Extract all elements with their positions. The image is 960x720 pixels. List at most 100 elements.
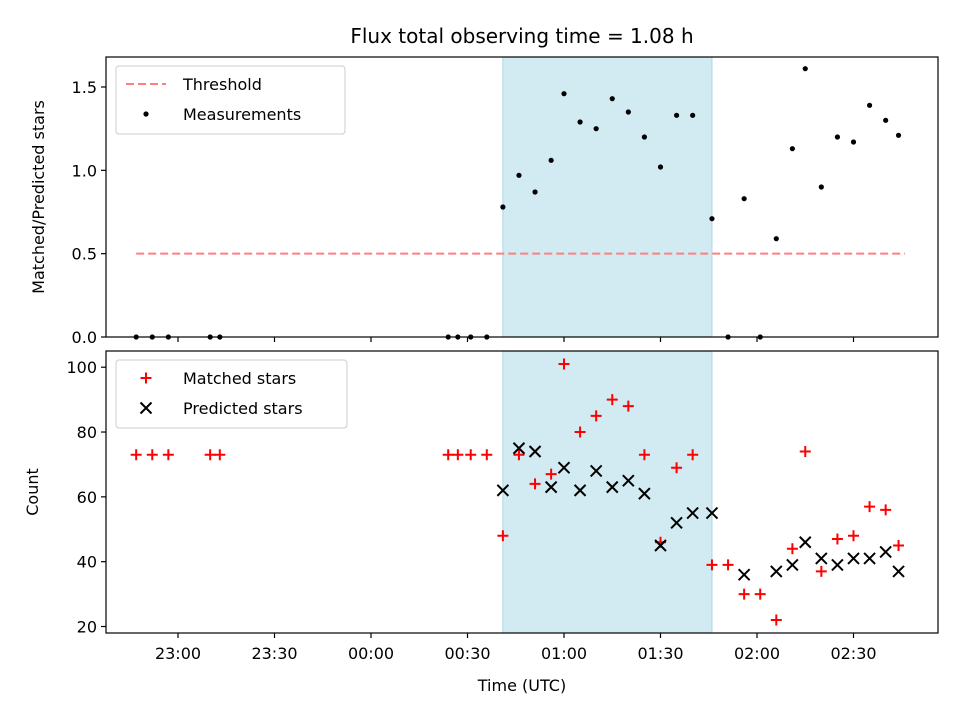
matched-star-point xyxy=(481,449,493,461)
predicted-star-point xyxy=(831,558,844,572)
matched-star-point xyxy=(622,400,634,412)
y-tick-label: 40 xyxy=(77,553,97,572)
measurement-point xyxy=(789,146,795,152)
matched-star-point xyxy=(497,530,509,542)
matched-star-point xyxy=(770,614,782,626)
matched-star-point xyxy=(590,410,602,422)
y-axis-label: Matched/Predicted stars xyxy=(29,100,48,294)
predicted-star-point xyxy=(573,484,587,497)
matched-star-point xyxy=(574,426,586,438)
matched-star-point xyxy=(706,559,718,571)
predicted-star-point xyxy=(686,506,699,520)
legend-matched-swatch xyxy=(140,372,152,384)
matched-star-point xyxy=(799,445,811,457)
x-tick-label: 01:30 xyxy=(637,644,683,663)
predicted-star-point xyxy=(654,539,667,552)
measurement-point xyxy=(577,119,583,125)
predicted-star-point xyxy=(786,558,799,572)
legend-label: Matched stars xyxy=(183,369,296,388)
measurement-point xyxy=(818,184,824,190)
measurement-point xyxy=(532,189,538,195)
y-tick-label: 60 xyxy=(77,488,97,507)
matched-star-point xyxy=(738,588,750,600)
matched-star-point xyxy=(754,588,766,600)
measurement-point xyxy=(561,91,567,97)
matched-star-point xyxy=(722,559,734,571)
matched-star-point xyxy=(529,478,541,490)
y-tick-label: 100 xyxy=(66,358,97,377)
matched-star-point xyxy=(864,501,876,513)
predicted-star-point xyxy=(705,506,719,520)
y-tick-label: 1.0 xyxy=(72,161,97,180)
matched-star-point xyxy=(687,449,699,461)
x-tick-label: 02:30 xyxy=(830,644,876,663)
matched-star-point xyxy=(671,462,683,474)
matched-star-point xyxy=(558,358,570,370)
x-tick-label: 01:00 xyxy=(541,644,587,663)
measurement-point xyxy=(609,96,615,102)
matched-star-point xyxy=(146,449,158,461)
predicted-star-point xyxy=(544,480,558,494)
predicted-star-point xyxy=(770,565,783,578)
measurement-point xyxy=(850,139,857,145)
legend xyxy=(115,359,348,429)
predicted-star-point xyxy=(815,552,828,565)
predicted-star-point xyxy=(863,552,876,565)
matched-star-point xyxy=(130,449,142,461)
predicted-star-point xyxy=(638,487,651,500)
predicted-star-point xyxy=(528,445,542,458)
matched-star-point xyxy=(452,449,464,461)
predicted-star-point xyxy=(606,480,619,494)
matched-star-point xyxy=(513,449,525,461)
legend xyxy=(115,65,346,135)
measurement-point xyxy=(657,164,664,170)
predicted-star-point xyxy=(622,474,635,487)
matched-star-point xyxy=(848,530,859,542)
matched-star-point xyxy=(545,468,557,480)
measurement-point xyxy=(548,157,554,163)
axes-frame xyxy=(105,56,939,338)
y-tick-label: 20 xyxy=(77,618,97,637)
matched-star-point xyxy=(465,449,477,461)
matched-star-point xyxy=(214,449,226,461)
measurement-point xyxy=(593,126,599,132)
measurement-point xyxy=(500,204,506,210)
y-axis-label: Count xyxy=(23,468,42,516)
legend-predicted-swatch xyxy=(139,401,153,415)
y-tick-label: 80 xyxy=(77,423,97,442)
predicted-star-point xyxy=(879,545,892,559)
matched-star-point xyxy=(815,565,827,577)
measurement-point xyxy=(673,112,680,118)
matched-star-point xyxy=(880,504,892,516)
x-tick-label: 23:30 xyxy=(251,644,297,663)
matched-star-point xyxy=(786,543,798,555)
measurement-point xyxy=(802,66,808,72)
x-tick-label: 00:30 xyxy=(444,644,490,663)
measurement-point xyxy=(866,102,873,108)
matched-star-point xyxy=(638,449,650,461)
measurement-point xyxy=(773,236,779,242)
measurement-point xyxy=(883,117,889,123)
y-tick-label: 0.5 xyxy=(72,245,97,264)
legend-label: Predicted stars xyxy=(183,399,303,418)
chart-title: Flux total observing time = 1.08 h xyxy=(350,24,693,48)
observing-window-shade xyxy=(502,57,712,337)
panel-top: 0.0 0.5 1.0 1.5 Matched/Predicted stars Thres… xyxy=(29,56,939,347)
predicted-star-point xyxy=(847,552,860,565)
x-axis-label: Time (UTC) xyxy=(477,676,566,695)
predicted-star-point xyxy=(670,516,683,530)
matched-star-point xyxy=(893,539,905,551)
x-tick-label: 02:00 xyxy=(734,644,780,663)
predicted-star-point xyxy=(737,568,751,581)
panel-bottom: 20 40 60 80 100 Count 23:00 23:30 00:00 00:30 01:0… xyxy=(23,350,939,663)
legend-label: Measurements xyxy=(183,105,301,124)
matched-star-point xyxy=(606,394,618,406)
matched-star-point xyxy=(831,533,843,545)
measurement-point xyxy=(834,134,841,140)
measurement-point xyxy=(625,109,631,115)
predicted-star-point xyxy=(557,461,571,474)
predicted-star-point xyxy=(512,442,526,455)
measurement-point xyxy=(641,134,648,140)
predicted-star-point xyxy=(892,565,905,578)
